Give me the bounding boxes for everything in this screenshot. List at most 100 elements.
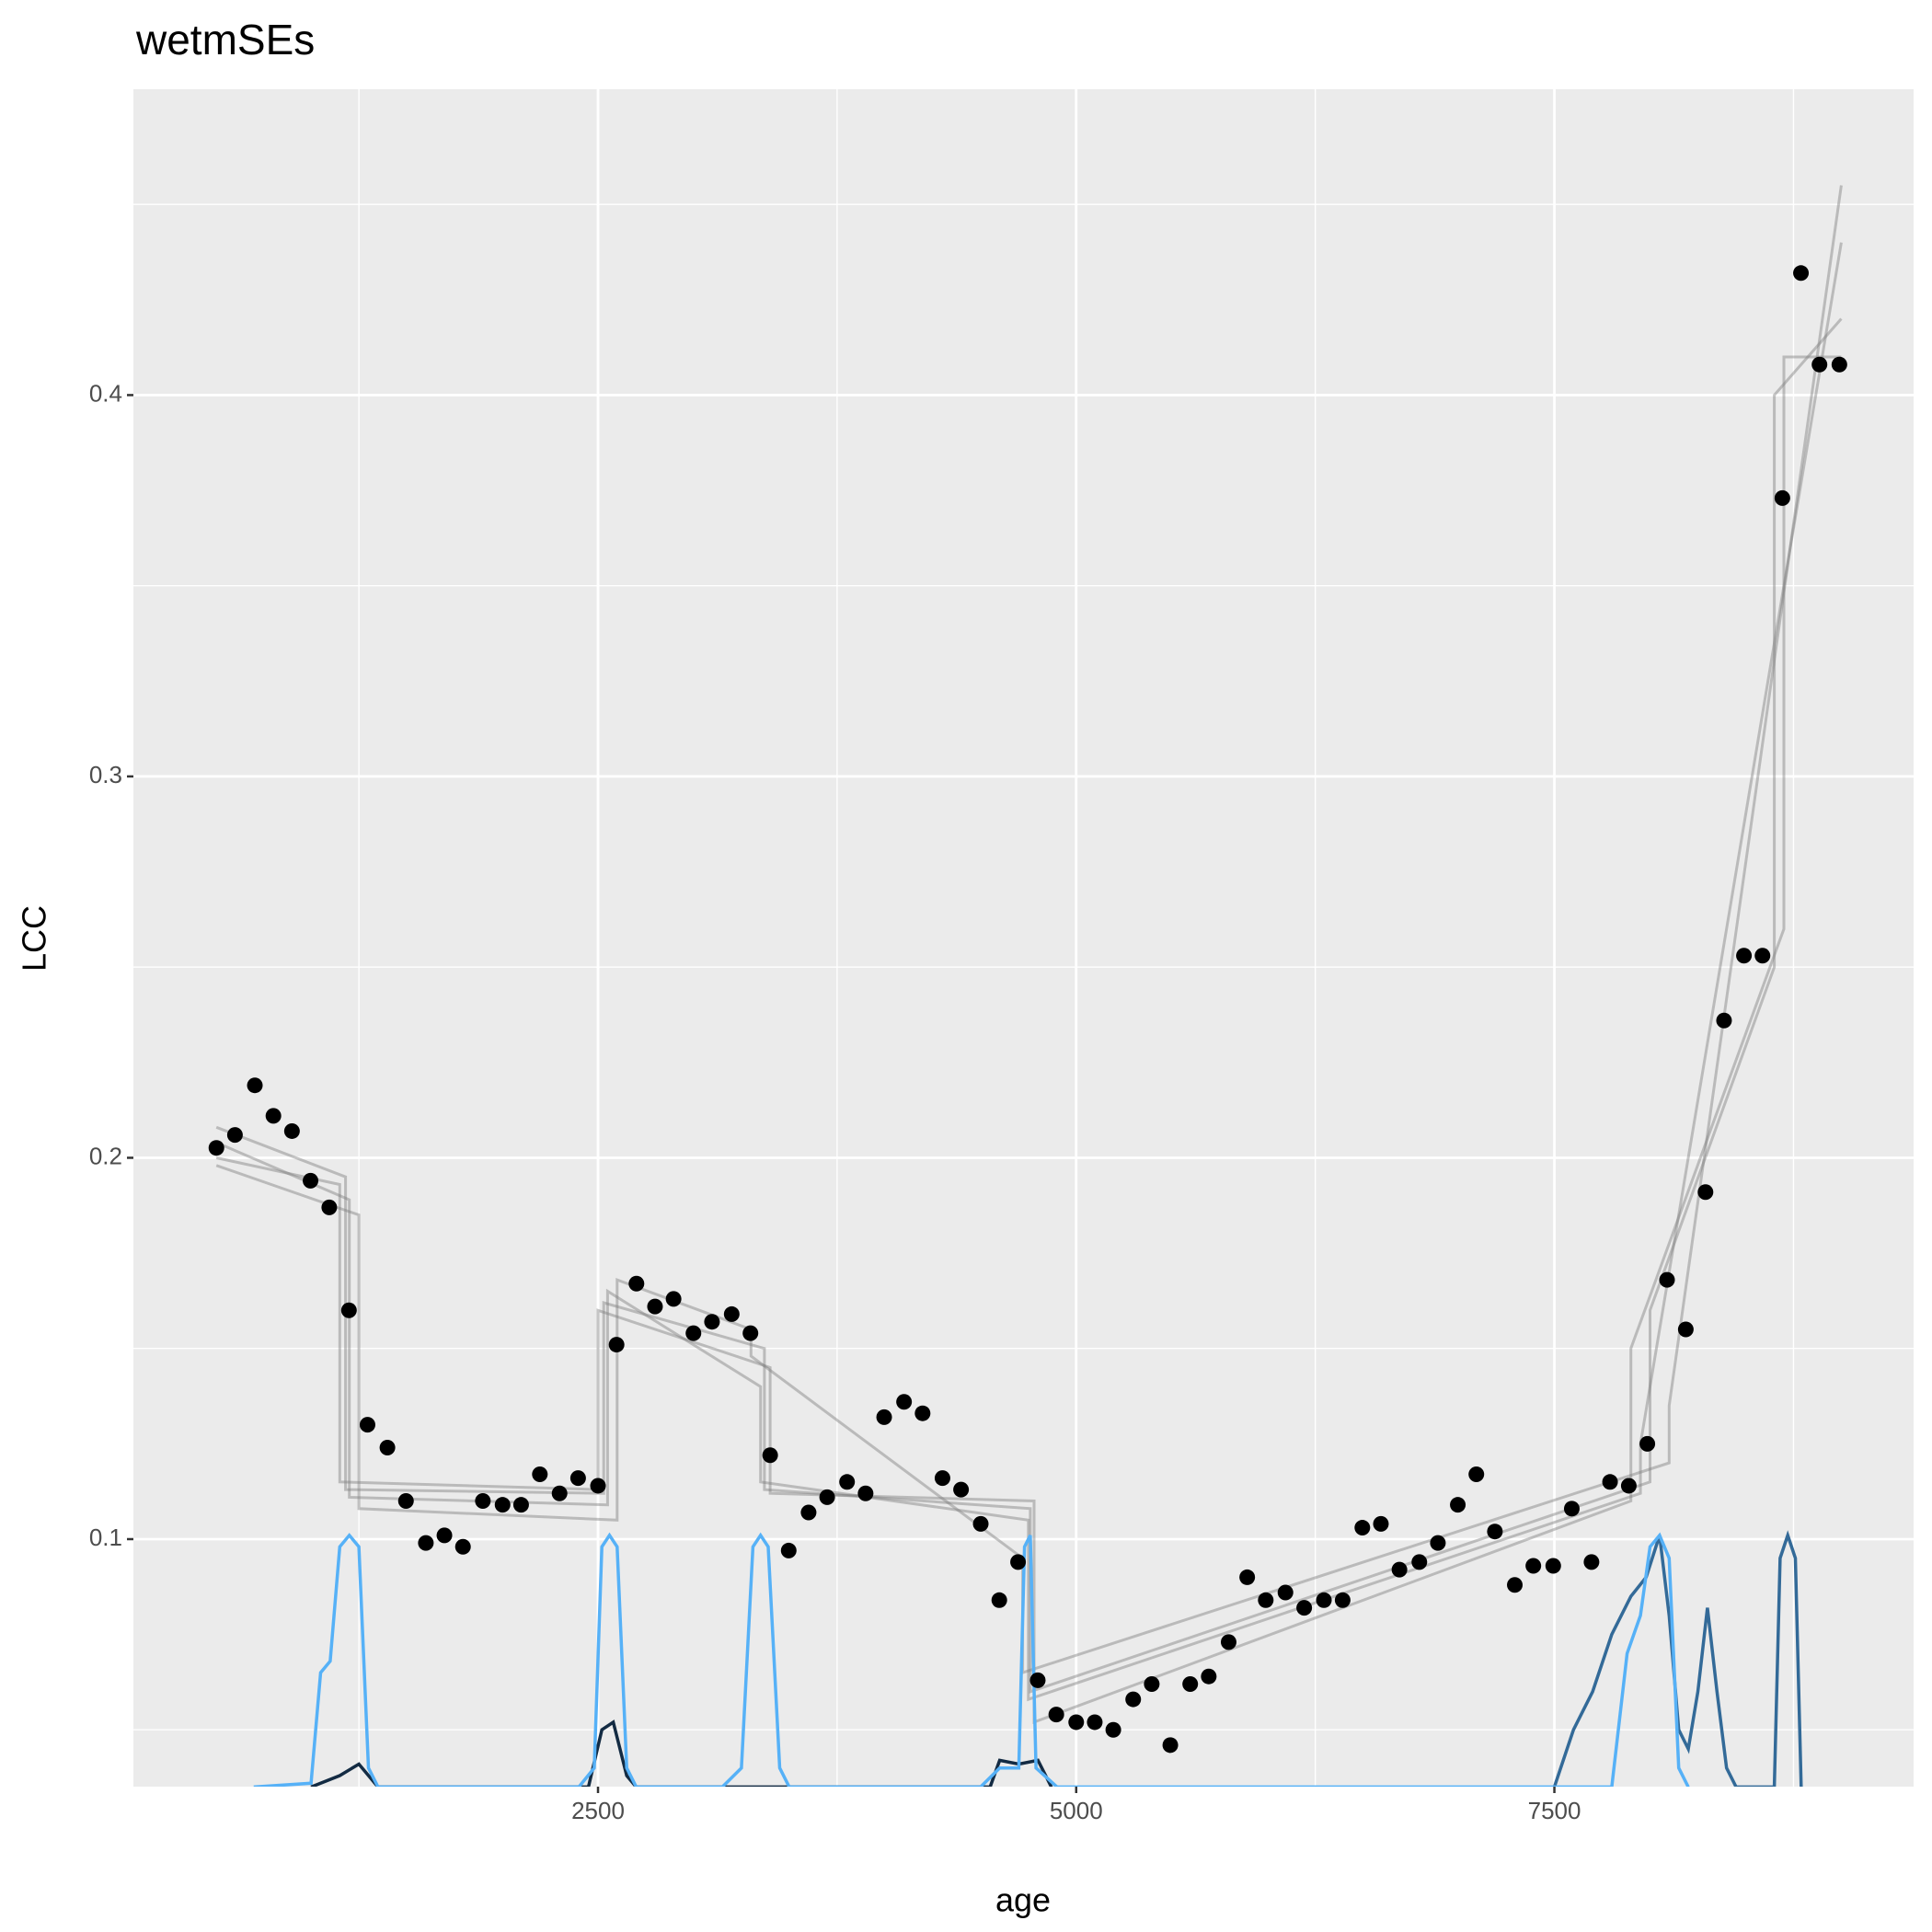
point: [1391, 1561, 1408, 1578]
point: [590, 1478, 606, 1494]
y-tick-label: 0.3: [89, 761, 122, 788]
point: [1754, 948, 1771, 964]
point: [628, 1275, 645, 1292]
point: [1716, 1012, 1732, 1029]
point: [1450, 1497, 1466, 1513]
point: [1736, 948, 1753, 964]
point: [1697, 1184, 1714, 1201]
point: [1659, 1271, 1675, 1288]
point: [800, 1504, 817, 1521]
point: [359, 1417, 375, 1433]
point: [1277, 1584, 1294, 1601]
point: [1563, 1501, 1580, 1517]
y-axis-title: LCC: [16, 905, 53, 972]
point: [1373, 1515, 1389, 1532]
point: [704, 1314, 720, 1330]
point: [340, 1302, 357, 1318]
fit-line: [215, 185, 1843, 1675]
point: [569, 1470, 586, 1487]
point: [208, 1140, 224, 1156]
point: [896, 1394, 913, 1410]
point: [780, 1542, 797, 1558]
point: [247, 1077, 263, 1094]
point: [1583, 1554, 1600, 1570]
point: [1468, 1466, 1485, 1483]
point: [1201, 1668, 1217, 1685]
point: [991, 1592, 1007, 1608]
point: [1774, 489, 1790, 506]
point: [1162, 1737, 1179, 1754]
point: [1029, 1672, 1046, 1688]
point: [665, 1291, 682, 1307]
point: [418, 1535, 434, 1551]
point: [1487, 1524, 1503, 1540]
grid: [133, 89, 1914, 1787]
point: [1296, 1600, 1313, 1616]
point: [1105, 1721, 1121, 1738]
chart-title: wetmSEs: [135, 16, 315, 63]
point: [972, 1515, 989, 1532]
point: [1620, 1478, 1637, 1494]
point: [303, 1172, 319, 1189]
fit-line: [215, 242, 1843, 1702]
point: [1507, 1577, 1524, 1593]
point: [819, 1489, 835, 1505]
point: [1354, 1520, 1371, 1536]
point: [1677, 1321, 1694, 1338]
density-line: [1552, 1530, 1803, 1787]
x-tick-label: 7500: [1528, 1797, 1581, 1824]
point: [321, 1199, 338, 1215]
point: [1525, 1558, 1542, 1574]
x-axis-title: age: [995, 1881, 1051, 1919]
point: [1793, 265, 1810, 282]
panel: [133, 89, 1914, 1787]
point: [1068, 1714, 1085, 1731]
point: [1334, 1592, 1351, 1608]
point: [839, 1474, 856, 1490]
axes: 2500 5000 7500 0.1 0.2 0.3 0.4: [89, 379, 1581, 1824]
point: [265, 1108, 282, 1124]
point: [742, 1325, 759, 1341]
point: [283, 1122, 300, 1139]
point: [379, 1439, 396, 1455]
y-tick-label: 0.4: [89, 379, 122, 407]
fit-line: [215, 317, 1843, 1694]
x-tick-label: 2500: [571, 1797, 625, 1824]
point: [1316, 1592, 1332, 1608]
point: [1087, 1714, 1103, 1731]
point: [397, 1493, 414, 1510]
point: [551, 1485, 568, 1501]
point: [608, 1337, 625, 1353]
point: [454, 1538, 471, 1555]
point: [436, 1527, 453, 1544]
y-tick-label: 0.2: [89, 1142, 122, 1169]
point: [685, 1325, 702, 1341]
density-line: [253, 1532, 1690, 1787]
point: [1602, 1474, 1618, 1490]
point: [1811, 356, 1828, 373]
y-tick-label: 0.1: [89, 1524, 122, 1551]
x-tick-label: 5000: [1050, 1797, 1103, 1824]
point: [762, 1447, 778, 1464]
point: [475, 1493, 491, 1510]
point: [953, 1481, 970, 1498]
point: [512, 1497, 529, 1513]
point: [1220, 1634, 1236, 1650]
point: [723, 1305, 740, 1322]
point: [494, 1497, 511, 1513]
point: [532, 1466, 548, 1483]
point: [1144, 1675, 1160, 1692]
fit-line: [215, 355, 1842, 1725]
point: [876, 1409, 892, 1425]
point: [934, 1470, 950, 1487]
point: [1048, 1707, 1064, 1723]
point: [914, 1405, 931, 1421]
point: [1258, 1592, 1274, 1608]
density-line: [310, 1719, 1053, 1787]
point: [647, 1298, 663, 1315]
point: [1831, 356, 1847, 373]
point: [1639, 1435, 1656, 1452]
point: [857, 1485, 874, 1501]
point: [1182, 1675, 1199, 1692]
